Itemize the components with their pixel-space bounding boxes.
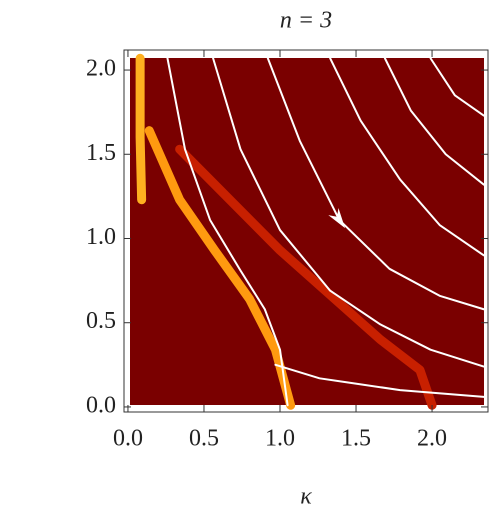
flow-arrow <box>328 207 346 229</box>
x-tick-label: 0.0 <box>113 426 143 452</box>
flow-line <box>274 363 485 398</box>
flow-line <box>166 57 289 407</box>
chart-title: n = 3 <box>280 8 332 34</box>
x-tick-label: 2.0 <box>417 426 447 452</box>
x-tick-label: 0.5 <box>189 426 219 452</box>
density-background <box>130 58 484 405</box>
y-tick-label: 1.0 <box>86 224 116 250</box>
density-ridge <box>175 144 437 410</box>
flow-line <box>266 57 485 311</box>
plot-frame <box>123 49 489 413</box>
flow-line <box>383 57 485 186</box>
density-ridge <box>135 53 147 205</box>
x-tick-label: 1.5 <box>341 426 371 452</box>
y-tick-label: 2.0 <box>86 56 116 82</box>
x-axis-label: κ <box>300 484 312 510</box>
y-tick-label: 0.5 <box>86 308 116 334</box>
flow-line <box>329 57 485 257</box>
x-tick-label: 1.0 <box>265 426 295 452</box>
y-tick-label: 1.5 <box>86 140 116 166</box>
flow-line <box>429 57 485 117</box>
flow-line <box>212 57 485 368</box>
density-ridge <box>144 126 296 410</box>
y-tick-label: 0.0 <box>86 392 116 418</box>
